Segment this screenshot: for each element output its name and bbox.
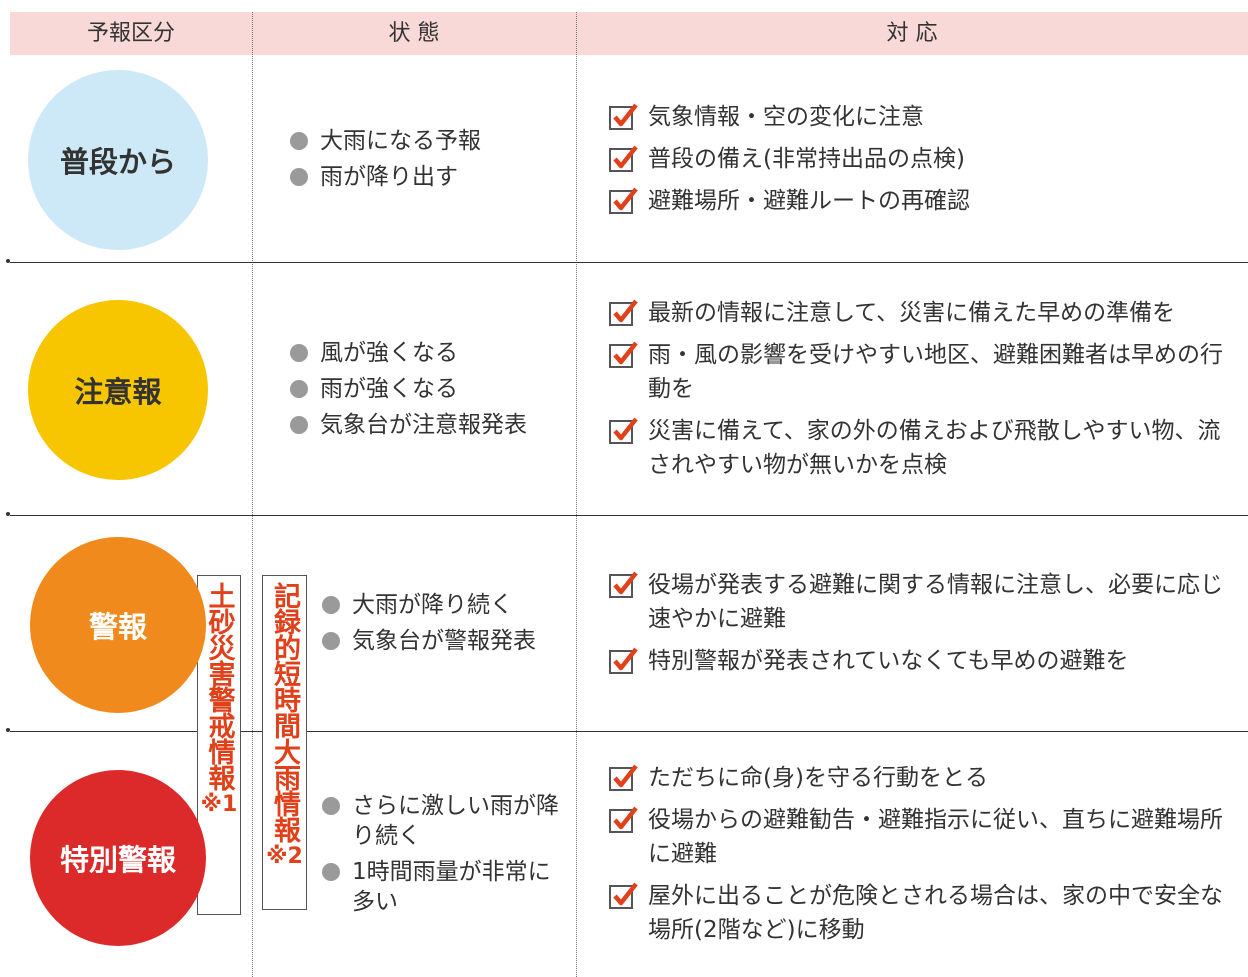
action-text: 雨・風の影響を受けやすい地区、避難困難者は早めの行動を (648, 341, 1223, 402)
check-icon (609, 103, 638, 130)
state-list: 風が強くなる 雨が強くなる 気象台が注意報発表 (290, 262, 570, 515)
action-item: 特別警報が発表されていなくても早めの避難を (608, 644, 1238, 678)
check-icon (609, 764, 638, 791)
action-item: 役場が発表する避難に関する情報に注意し、必要に応じ速やかに避難 (608, 568, 1238, 636)
action-text: 普段の備え(非常持出品の点検) (648, 145, 965, 172)
state-item: さらに激しい雨が降り続く (322, 791, 570, 851)
state-item: 大雨が降り続く (322, 590, 570, 620)
level-label: 普段から (59, 145, 176, 179)
state-item: 1時間雨量が非常に多い (322, 857, 570, 917)
state-item: 気象台が注意報発表 (290, 410, 570, 440)
check-icon (609, 417, 638, 444)
state-item: 風が強くなる (290, 338, 570, 368)
action-list: 役場が発表する避難に関する情報に注意し、必要に応じ速やかに避難特別警報が発表され… (608, 515, 1238, 731)
state-list: 大雨になる予報 雨が降り出す (290, 55, 570, 262)
column-divider (576, 12, 577, 977)
action-text: 役場からの避難勧告・避難指示に従い、直ちに避難場所に避難 (648, 807, 1223, 867)
action-list: ただちに命(身)を守る行動をとる役場からの避難勧告・避難指示に従い、直ちに避難場… (608, 731, 1238, 977)
row-divider (6, 512, 1248, 516)
row-divider (6, 259, 1248, 263)
header-band (10, 12, 1248, 55)
action-item: 災害に備えて、家の外の備えおよび飛散しやすい物、流されやすい物が無いかを点検 (608, 414, 1238, 482)
column-divider (252, 12, 253, 977)
action-text: 屋外に出ることが危険とされる場合は、家の中で安全な場所(2階など)に移動 (648, 883, 1223, 943)
side-label: 記録的短時間大雨情報 ※2 (262, 575, 307, 910)
check-icon (609, 187, 638, 214)
state-item: 気象台が警報発表 (322, 626, 570, 656)
action-item: 気象情報・空の変化に注意 (608, 100, 1238, 134)
action-item: 役場からの避難勧告・避難指示に従い、直ちに避難場所に避難 (608, 803, 1238, 871)
level-label: 注意報 (74, 375, 162, 409)
action-list: 最新の情報に注意して、災害に備えた早めの準備を雨・風の影響を受けやすい地区、避難… (608, 262, 1238, 515)
action-list: 気象情報・空の変化に注意普段の備え(非常持出品の点検) 避難場所・避難ルートの再確… (608, 55, 1238, 262)
action-item: 最新の情報に注意して、災害に備えた早めの準備を (608, 296, 1238, 330)
action-text: 災害に備えて、家の外の備えおよび飛散しやすい物、流されやすい物が無いかを点検 (648, 417, 1221, 478)
check-icon (609, 882, 638, 909)
action-text: 特別警報が発表されていなくても早めの避難を (648, 648, 1129, 674)
level-badge: 警報 (30, 537, 206, 713)
check-icon (609, 806, 638, 833)
header-cell: 状 態 (388, 21, 440, 46)
action-text: 役場が発表する避難に関する情報に注意し、必要に応じ速やかに避難 (648, 572, 1223, 632)
side-label-text: 記録的短時間大雨情報 (269, 582, 300, 842)
check-icon (609, 571, 638, 598)
level-label: 特別警報 (59, 843, 176, 877)
level-badge: 注意報 (28, 300, 208, 480)
state-item: 雨が強くなる (290, 374, 570, 404)
state-item: 大雨になる予報 (290, 126, 570, 156)
row-divider (6, 728, 1248, 732)
side-label-note: ※2 (266, 844, 303, 869)
action-item: 雨・風の影響を受けやすい地区、避難困難者は早めの行動を (608, 338, 1238, 406)
state-list: さらに激しい雨が降り続く 1時間雨量が非常に多い (322, 731, 570, 977)
action-text: ただちに命(身)を守る行動をとる (648, 765, 988, 791)
action-item: 普段の備え(非常持出品の点検) (608, 142, 1238, 176)
level-badge: 普段から (28, 70, 208, 250)
header-cell: 予報区分 (86, 21, 175, 46)
action-item: 避難場所・避難ルートの再確認 (608, 184, 1238, 218)
level-label: 警報 (88, 610, 147, 644)
check-icon (609, 341, 638, 368)
action-text: 気象情報・空の変化に注意 (648, 103, 924, 130)
action-item: ただちに命(身)を守る行動をとる (608, 761, 1238, 795)
header-cell: 対 応 (886, 21, 938, 46)
action-item: 屋外に出ることが危険とされる場合は、家の中で安全な場所(2階など)に移動 (608, 879, 1238, 947)
side-label-text: 土砂災害警戒情報 (203, 582, 235, 790)
side-label-note: ※1 (200, 792, 238, 817)
check-icon (609, 647, 638, 674)
state-list: 大雨が降り続く 気象台が警報発表 (322, 515, 570, 731)
action-text: 避難場所・避難ルートの再確認 (648, 187, 970, 214)
check-icon (609, 145, 638, 172)
check-icon (609, 299, 638, 326)
state-item: 雨が降り出す (290, 162, 570, 192)
level-badge: 特別警報 (30, 770, 206, 946)
action-text: 最新の情報に注意して、災害に備えた早めの準備を (648, 299, 1176, 326)
